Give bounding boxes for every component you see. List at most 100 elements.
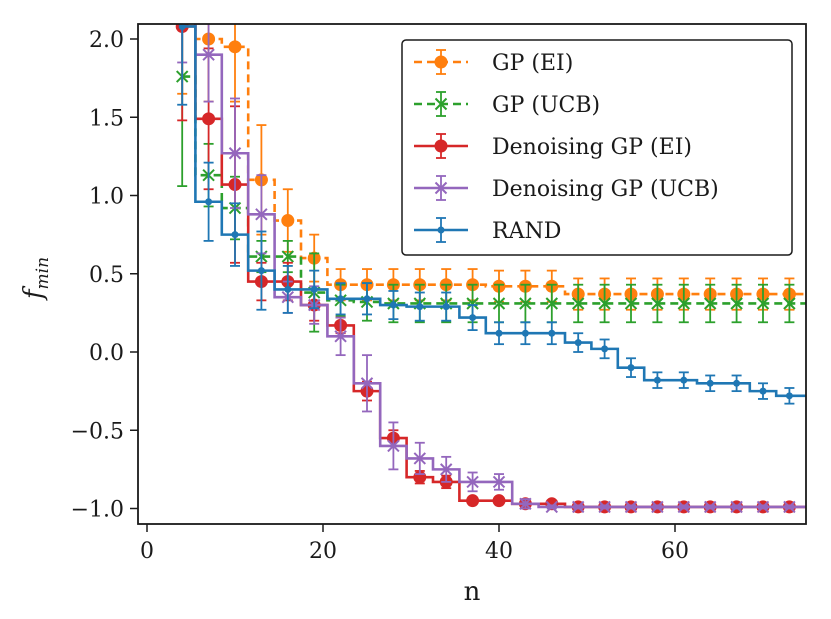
data-point [281, 250, 295, 263]
legend-swatch-marker [437, 226, 445, 234]
legend-label: GP (UCB) [492, 93, 600, 118]
data-point [571, 500, 585, 514]
data-point [442, 303, 450, 311]
y-tick-label: 2.0 [89, 28, 124, 53]
data-point [413, 452, 427, 465]
x-axis-ticks: 0 20 40 60 [140, 524, 689, 564]
data-point [730, 297, 743, 310]
data-point [492, 297, 506, 310]
data-point [627, 364, 635, 372]
data-point [387, 439, 400, 453]
data-point [205, 198, 213, 206]
series-denoising-gp-ucb [177, 10, 806, 514]
legend-label: RAND [492, 219, 561, 244]
x-tick-label: 40 [485, 539, 513, 564]
data-point [624, 297, 638, 310]
data-point [202, 48, 215, 61]
data-point [521, 329, 529, 337]
legend-item-gp-ucb: GP (UCB) [414, 91, 600, 118]
x-tick-label: 0 [140, 539, 154, 564]
data-point [439, 463, 453, 476]
series-rand [177, 24, 806, 405]
data-point [783, 297, 796, 310]
data-point [680, 376, 688, 384]
data-point [492, 475, 506, 489]
data-point [466, 475, 479, 489]
data-point [177, 10, 188, 21]
data-point [469, 314, 477, 322]
data-point [651, 297, 664, 310]
series-line [182, 25, 806, 398]
data-point [703, 500, 717, 514]
data-point [677, 297, 691, 310]
data-point [598, 500, 611, 514]
y-tick-label: −1.0 [71, 498, 124, 523]
x-tick-label: 20 [309, 539, 337, 564]
data-point [495, 329, 503, 337]
data-point [756, 500, 770, 514]
legend: GP (EI) GP (UCB) Denoising GP (EI) Denoisin… [401, 39, 793, 256]
data-point [598, 297, 611, 310]
legend-swatch-marker [434, 55, 448, 69]
data-point [519, 297, 532, 310]
data-point [228, 147, 242, 160]
data-point [519, 497, 532, 511]
legend-item-rand: RAND [414, 217, 561, 244]
data-point [284, 285, 292, 293]
data-point [730, 500, 743, 514]
data-point [548, 329, 556, 337]
data-point [178, 24, 186, 30]
plot-frame [137, 23, 807, 525]
y-axis-label-subscript: min [33, 257, 53, 290]
data-point [545, 500, 559, 514]
data-point [677, 500, 691, 514]
data-point [334, 330, 347, 343]
data-point [228, 40, 242, 54]
y-tick-label: 0.0 [89, 341, 124, 366]
legend-item-denoising-gp-ucb: Denoising GP (UCB) [414, 175, 719, 202]
data-point [651, 500, 664, 514]
plot-area [175, 10, 806, 514]
data-point [756, 297, 770, 310]
data-point [202, 112, 216, 126]
data-point [759, 387, 767, 395]
y-axis-label: fmin [19, 257, 53, 301]
data-point [281, 214, 295, 228]
y-axis-ticks: −1.0 −0.5 0.0 0.5 1.0 1.5 2.0 [71, 28, 138, 523]
data-point [703, 297, 717, 310]
legend-swatch-marker [434, 181, 448, 195]
y-tick-label: −0.5 [71, 419, 124, 444]
data-point [416, 303, 424, 311]
data-point [337, 295, 345, 303]
data-point [257, 267, 265, 275]
legend-label: Denoising GP (EI) [492, 135, 692, 160]
data-point [783, 500, 796, 514]
legend-item-gp-ei: GP (EI) [414, 49, 573, 76]
data-point [363, 295, 371, 303]
data-point [785, 392, 793, 400]
data-point [255, 208, 268, 221]
data-point [360, 377, 374, 390]
y-tick-label: 0.5 [89, 263, 124, 288]
data-point [545, 297, 559, 310]
data-point [706, 379, 714, 387]
data-point [310, 285, 318, 293]
data-point [624, 500, 638, 514]
y-tick-label: 1.0 [89, 185, 124, 210]
legend-frame [401, 39, 793, 256]
data-point [389, 301, 397, 309]
x-axis-label: n [464, 577, 481, 607]
legend-item-denoising-gp-ei: Denoising GP (EI) [414, 133, 692, 160]
data-point [601, 345, 609, 353]
data-point [466, 494, 480, 508]
data-point [231, 231, 239, 239]
data-point [466, 297, 479, 310]
data-point [571, 297, 585, 310]
data-point [574, 339, 582, 347]
legend-label: GP (EI) [492, 51, 573, 76]
data-point [653, 376, 661, 384]
data-point [733, 379, 741, 387]
data-point [492, 494, 506, 508]
legend-swatch-marker [434, 97, 448, 111]
